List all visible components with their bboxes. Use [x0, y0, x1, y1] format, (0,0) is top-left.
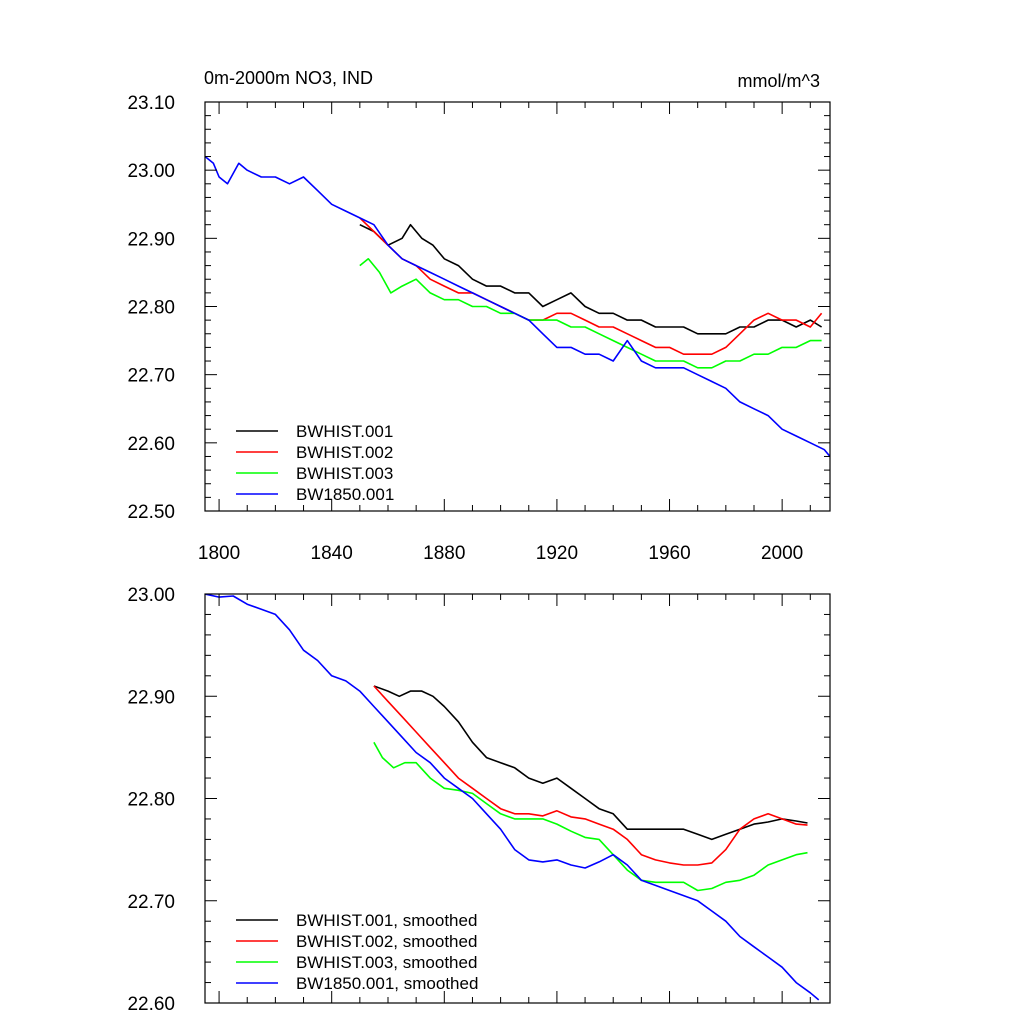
series-line-1 [373, 685, 808, 866]
x-tick-label: 1880 [423, 543, 465, 564]
series-line-0 [359, 223, 823, 335]
bottom-panel: 22.60 22.70 22.80 22.90 23.00 BWHIST.001, smo… [127, 585, 831, 1015]
series-line-0 [373, 685, 808, 841]
series-line-3 [205, 594, 820, 1001]
series-lines [205, 155, 830, 458]
y-tick-label: 23.00 [127, 161, 175, 182]
x-tick-label: 1840 [311, 543, 353, 564]
legend: BWHIST.001 BWHIST.002 BWHIST.003 BW1850.001 [236, 422, 394, 504]
y-tick-label: 22.70 [127, 892, 175, 913]
legend-label: BW1850.001, smoothed [296, 974, 478, 993]
series-line-1 [359, 217, 823, 355]
y-tick-label: 22.70 [127, 366, 175, 387]
y-tick-label: 22.60 [127, 434, 175, 455]
legend-label: BWHIST.001, smoothed [296, 911, 477, 930]
y-tick-label: 22.80 [127, 790, 175, 811]
y-tick-label: 22.60 [127, 994, 175, 1015]
y-tick-label: 22.50 [127, 502, 175, 523]
y-tick-label: 23.10 [127, 93, 175, 114]
legend-label: BWHIST.003 [296, 464, 393, 483]
x-tick-label: 1920 [536, 543, 578, 564]
x-tick-label: 2000 [761, 543, 803, 564]
y-tick-label: 22.80 [127, 298, 175, 319]
x-tick-label: 1960 [648, 543, 690, 564]
legend: BWHIST.001, smoothed BWHIST.002, smoothed… [236, 911, 478, 993]
y-tick-label: 22.90 [127, 687, 175, 708]
y-tick-label: 23.00 [127, 585, 175, 606]
y-tick-label: 22.90 [127, 229, 175, 250]
legend-label: BWHIST.001 [296, 422, 393, 441]
legend-label: BWHIST.002, smoothed [296, 932, 477, 951]
legend-label: BW1850.001 [296, 485, 394, 504]
series-line-2 [373, 741, 808, 892]
legend-label: BWHIST.003, smoothed [296, 953, 477, 972]
series-line-3 [205, 155, 830, 458]
series-lines [205, 594, 820, 1001]
top-panel: 0m-2000m NO3, IND mmol/m^3 22.50 22.60 22.… [127, 68, 831, 564]
series-line-2 [359, 258, 822, 369]
units-label: mmol/m^3 [738, 71, 820, 91]
x-tick-label: 1800 [198, 543, 240, 564]
legend-label: BWHIST.002 [296, 443, 393, 462]
chart-title: 0m-2000m NO3, IND [204, 68, 373, 88]
